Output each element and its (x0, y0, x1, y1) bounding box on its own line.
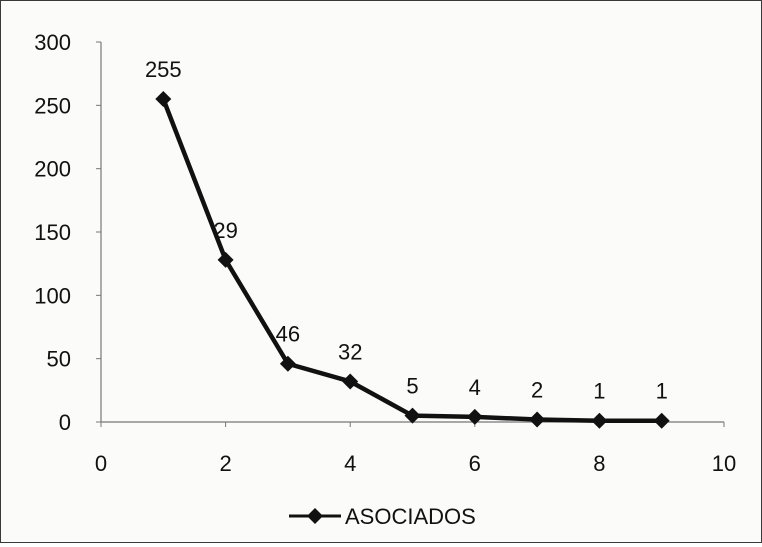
data-label: 29 (213, 218, 237, 243)
data-label: 255 (145, 57, 182, 82)
legend-marker (307, 508, 323, 524)
legend: ASOCIADOS (289, 504, 476, 529)
x-tick-label: 0 (95, 451, 107, 476)
data-labels: 255 29 46 32 5 4 2 1 1 (145, 57, 668, 404)
y-tick-label: 250 (34, 93, 71, 118)
data-point (217, 251, 234, 268)
x-tick-labels: 0 2 4 6 8 10 (95, 451, 736, 476)
x-tick-label: 6 (469, 451, 481, 476)
y-tick-label: 150 (34, 220, 71, 245)
data-point (466, 408, 483, 425)
x-tick-label: 2 (219, 451, 231, 476)
x-tick-label: 4 (344, 451, 356, 476)
series-line (161, 98, 662, 423)
data-point (342, 373, 359, 390)
data-point (653, 412, 670, 429)
data-label: 4 (469, 375, 481, 400)
data-label: 5 (406, 374, 418, 399)
y-tick-labels: 0 50 100 150 200 250 300 (34, 30, 71, 435)
y-tick-label: 300 (34, 30, 71, 55)
data-label: 1 (593, 379, 605, 404)
data-point (591, 412, 608, 429)
x-tick-label: 10 (712, 451, 736, 476)
x-tick-label: 8 (593, 451, 605, 476)
data-point (529, 411, 546, 428)
data-point (155, 91, 172, 107)
data-label: 1 (656, 379, 668, 404)
y-tick-label: 100 (34, 283, 71, 308)
data-label: 46 (276, 322, 300, 347)
axes (96, 41, 725, 427)
data-label: 32 (338, 339, 362, 364)
y-tick-label: 50 (47, 347, 71, 372)
data-point (404, 407, 421, 424)
data-label: 2 (531, 377, 543, 402)
y-tick-label: 0 (59, 410, 71, 435)
data-point (279, 355, 296, 372)
legend-label: ASOCIADOS (345, 504, 476, 529)
series-layer (155, 91, 670, 429)
y-tick-label: 200 (34, 157, 71, 182)
